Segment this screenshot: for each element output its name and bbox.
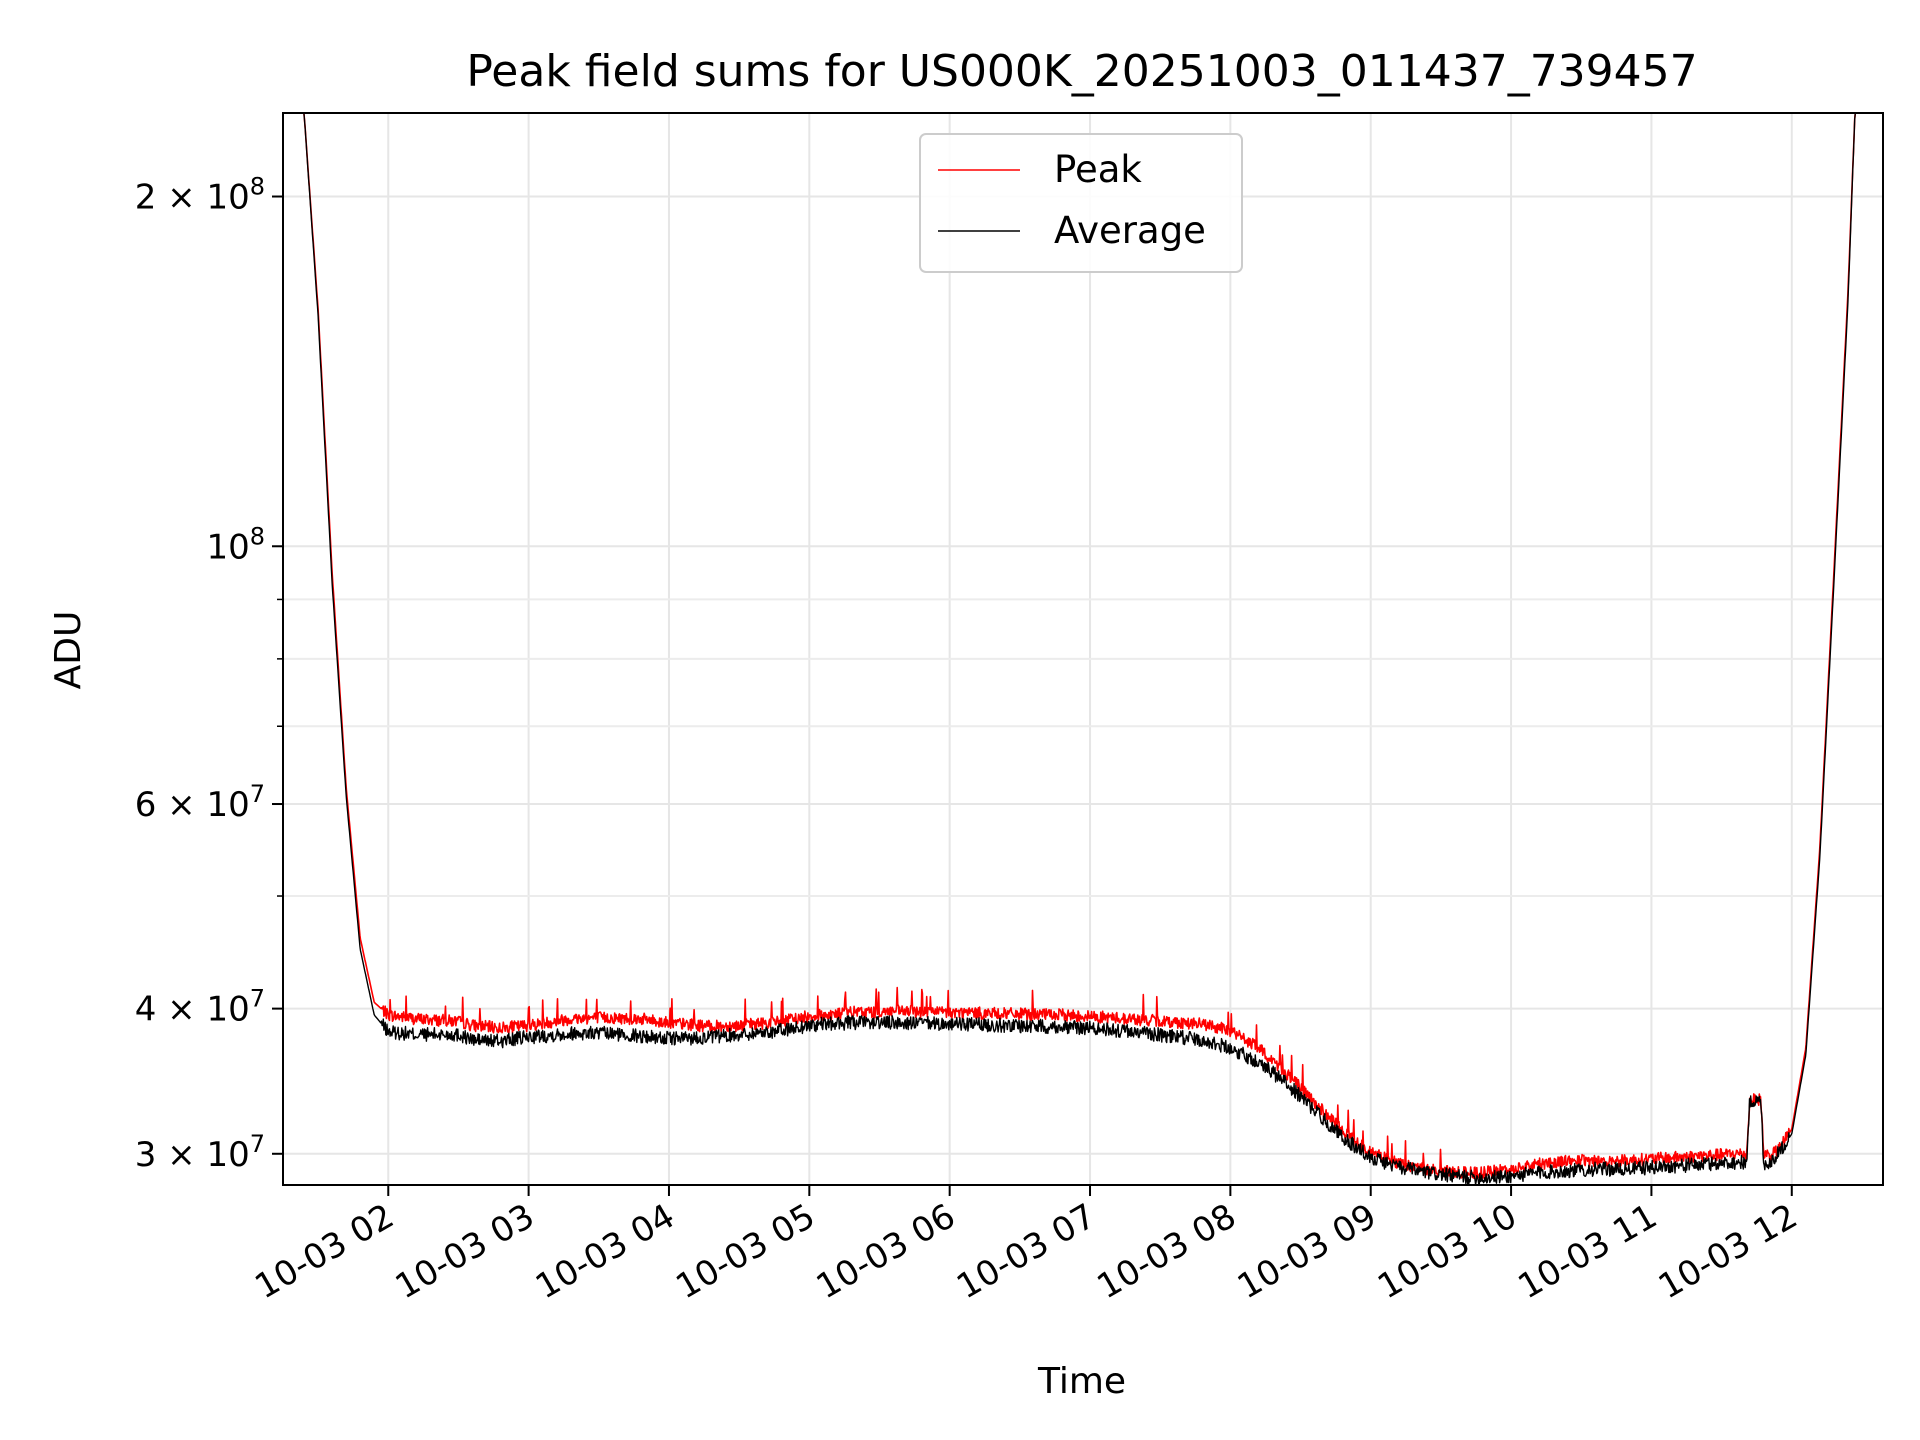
x-axis-label: Time bbox=[1037, 1361, 1126, 1402]
y-tick-label: 108 bbox=[206, 522, 265, 567]
peak-series-line bbox=[283, 113, 1883, 1180]
y-axis: 3 × 107 4 × 107 6 × 107 108 2 × 108 bbox=[135, 173, 283, 1175]
plot-frame bbox=[282, 112, 1884, 1186]
legend: Peak Average bbox=[919, 133, 1243, 273]
y-tick-label: 6 × 107 bbox=[135, 780, 265, 825]
y-tick-label: 2 × 108 bbox=[135, 173, 265, 218]
legend-peak-label: Peak bbox=[1054, 148, 1142, 191]
average-series-line bbox=[283, 113, 1883, 1185]
y-tick-label: 3 × 107 bbox=[135, 1130, 265, 1175]
chart-title: Peak field sums for US000K_20251003_0114… bbox=[466, 46, 1697, 97]
y-tick-label: 4 × 107 bbox=[135, 985, 265, 1030]
grid bbox=[283, 113, 1883, 1185]
y-axis-label: ADU bbox=[48, 611, 89, 690]
series-layer bbox=[283, 113, 1883, 1185]
legend-box bbox=[919, 133, 1243, 273]
legend-average-label: Average bbox=[1054, 209, 1206, 252]
